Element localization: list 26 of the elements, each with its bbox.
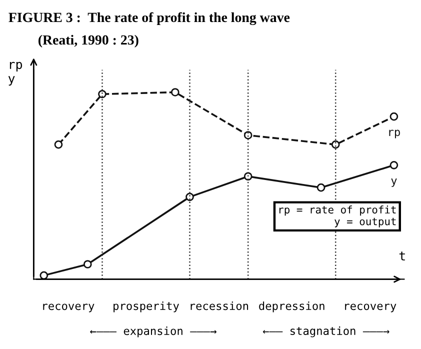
text: prosperity	[114, 301, 180, 312]
series-label: rp	[389, 130, 400, 138]
point	[83, 260, 92, 268]
point	[244, 131, 252, 140]
point	[40, 271, 48, 280]
point	[331, 140, 340, 149]
point	[390, 112, 398, 121]
point	[316, 183, 326, 192]
point	[54, 140, 63, 149]
point	[390, 160, 398, 170]
x-axis-title: t	[399, 252, 405, 260]
annotation: rp = rate of profit y = output	[279, 206, 396, 228]
point	[98, 90, 106, 98]
point	[244, 172, 252, 181]
text: recovery	[43, 304, 94, 312]
chart-subtitle: (Reati, 1990 : 23)	[38, 34, 138, 48]
series-label: y	[391, 178, 397, 187]
point	[170, 88, 180, 96]
text: ←——— expansion ———→	[90, 326, 216, 338]
text: recession	[190, 301, 248, 310]
chart-title: FIGURE 3 : The rate of profit in the long wave	[8, 12, 290, 26]
text: recovery	[345, 304, 396, 312]
point	[186, 192, 194, 202]
text: depression	[259, 301, 324, 312]
y-axis-title: rp y	[8, 62, 22, 86]
text: ←—— stagnation ———→	[262, 326, 390, 338]
